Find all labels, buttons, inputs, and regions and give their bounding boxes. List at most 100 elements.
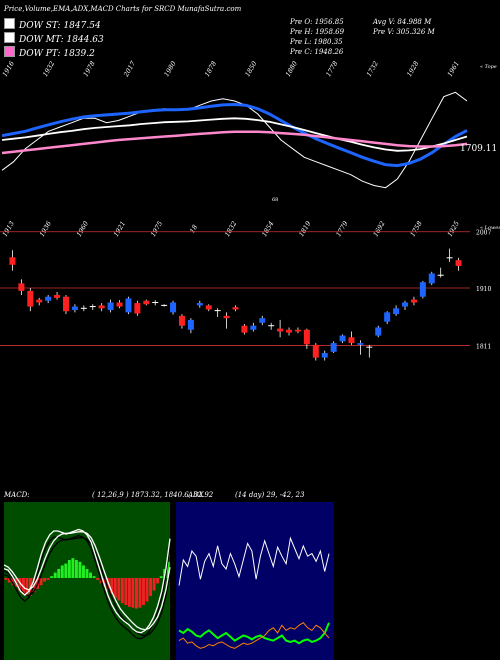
- candle-down: [223, 315, 230, 319]
- ema-top-tick-label: 1778: [324, 60, 339, 78]
- macd-histogram-bar: [89, 572, 92, 578]
- candle-down: [98, 305, 105, 309]
- pre-close: Pre C: 1948.26: [290, 48, 344, 56]
- ema-top-tick-label: 2017: [122, 59, 138, 79]
- dow-mt-swatch: [4, 32, 15, 43]
- macd-line-outline: [3, 528, 171, 634]
- macd-histogram-bar: [134, 578, 138, 609]
- ema-bottom-tick-label: 18: [188, 223, 199, 234]
- ema-series-line-4: [1, 130, 468, 155]
- avg-volume: Avg V: 84.988 M: [373, 18, 432, 26]
- candle-up: [357, 343, 364, 345]
- macd-histogram-bar: [39, 578, 43, 586]
- macd-histogram-bar: [18, 578, 22, 591]
- ema-top-tick-label: 1928: [405, 60, 420, 78]
- candle-corner-label: « Lowes: [480, 225, 500, 231]
- macd-histogram-bar: [85, 569, 89, 578]
- pre-volume: Pre V: 305.326 M: [373, 28, 435, 36]
- ema-bottom-tick-label: 1975: [149, 220, 164, 238]
- pre-high: Pre H: 1958.69: [290, 28, 345, 36]
- macd-histogram-bar: [67, 560, 71, 578]
- ema-top-tick-label: 1880: [284, 60, 299, 78]
- dow-st-label: DOW ST: 1847.54: [19, 21, 101, 31]
- candle-down: [232, 307, 239, 310]
- candle-up: [339, 335, 346, 342]
- macd-histogram-bar: [71, 558, 75, 578]
- level-label: 1910: [476, 286, 491, 293]
- macd-histogram-bar: [25, 578, 29, 596]
- adx-background: [176, 502, 334, 660]
- ema-top-tick-label: 1932: [41, 60, 56, 78]
- candle-down: [116, 302, 123, 307]
- candle-down: [241, 325, 248, 333]
- macd-params: ( 12,26,9 ) 1873.32, 1840.6, 32.92: [92, 491, 214, 499]
- candle-up: [45, 296, 52, 301]
- candle-down: [303, 329, 310, 345]
- ema-bottom-tick-label: 1854: [260, 220, 275, 238]
- pre-open: Pre O: 1956.85: [290, 18, 344, 26]
- candle-down: [18, 283, 25, 291]
- adx-series-line-2: [178, 622, 330, 645]
- adx-panel: ADX (14 day) 29, -42, 23: [176, 491, 334, 660]
- dow-st-swatch: [4, 18, 15, 29]
- candle-down: [277, 328, 284, 332]
- candle-up: [259, 318, 266, 323]
- candle-down: [9, 257, 16, 265]
- candle-down: [27, 290, 34, 307]
- candle-up: [71, 306, 78, 311]
- dow-pt-swatch: [4, 46, 15, 57]
- macd-histogram-bar: [106, 578, 110, 591]
- macd-histogram-bar: [152, 578, 156, 591]
- candle-down: [312, 344, 319, 358]
- candle-up: [250, 325, 257, 330]
- ema-annotation: 68: [272, 197, 278, 203]
- ema-bottom-tick-label: 1913: [1, 220, 16, 238]
- chart-title: Price,Volume,EMA,ADX,MACD Charts for SRC…: [4, 5, 242, 13]
- macd-histogram-bar: [60, 565, 64, 578]
- candle-down: [286, 329, 293, 333]
- candle-down: [143, 300, 150, 305]
- macd-histogram-bar: [120, 578, 124, 604]
- candle-up: [419, 282, 426, 297]
- ema-bottom-tick-label: 1692: [372, 220, 387, 238]
- macd-histogram-bar: [117, 578, 121, 601]
- ema-top-tick-label: 1850: [243, 60, 258, 78]
- macd-histogram-bar: [159, 576, 163, 578]
- candle-up: [125, 298, 132, 313]
- candle-down: [36, 299, 43, 303]
- macd-histogram-bar: [96, 578, 100, 580]
- macd-histogram-bar: [64, 563, 68, 578]
- macd-histogram-bar: [103, 578, 107, 587]
- candle-up: [330, 343, 337, 352]
- pre-low: Pre L: 1980.35: [290, 38, 343, 46]
- macd-histogram-bar: [166, 561, 170, 578]
- macd-histogram-bar: [50, 576, 54, 578]
- ema-bottom-tick-label: 1779: [334, 220, 349, 238]
- legend-dow-st: DOW ST: 1847.54: [4, 18, 101, 31]
- macd-histogram-bar: [142, 578, 145, 605]
- macd-histogram-bar: [127, 578, 131, 607]
- ema-bottom-tick-label: 1921: [112, 220, 127, 238]
- ema-series-line-3: [1, 117, 468, 152]
- macd-histogram-bar: [57, 569, 61, 578]
- macd-signal-line: [3, 537, 171, 637]
- adx-series-line-3: [178, 622, 330, 649]
- dow-pt-label: DOW PT: 1839.2: [19, 49, 95, 59]
- ema-series-line-2: [1, 102, 468, 168]
- candle-up: [170, 302, 177, 313]
- candle-up: [428, 273, 435, 284]
- macd-histogram-bar: [43, 578, 47, 582]
- candle-down: [348, 337, 355, 344]
- level-label: 1811: [476, 343, 491, 350]
- ema-bottom-tick-label: 1936: [38, 220, 53, 238]
- macd-histogram-bar: [92, 576, 96, 578]
- macd-title: MACD:: [3, 491, 30, 499]
- macd-histogram-bar: [113, 578, 117, 598]
- candle-up: [187, 319, 194, 330]
- candle-up: [107, 302, 114, 311]
- adx-params: (14 day) 29, -42, 23: [235, 491, 305, 499]
- ema-top-tick-label: 1916: [1, 60, 16, 78]
- candle-up: [375, 327, 382, 336]
